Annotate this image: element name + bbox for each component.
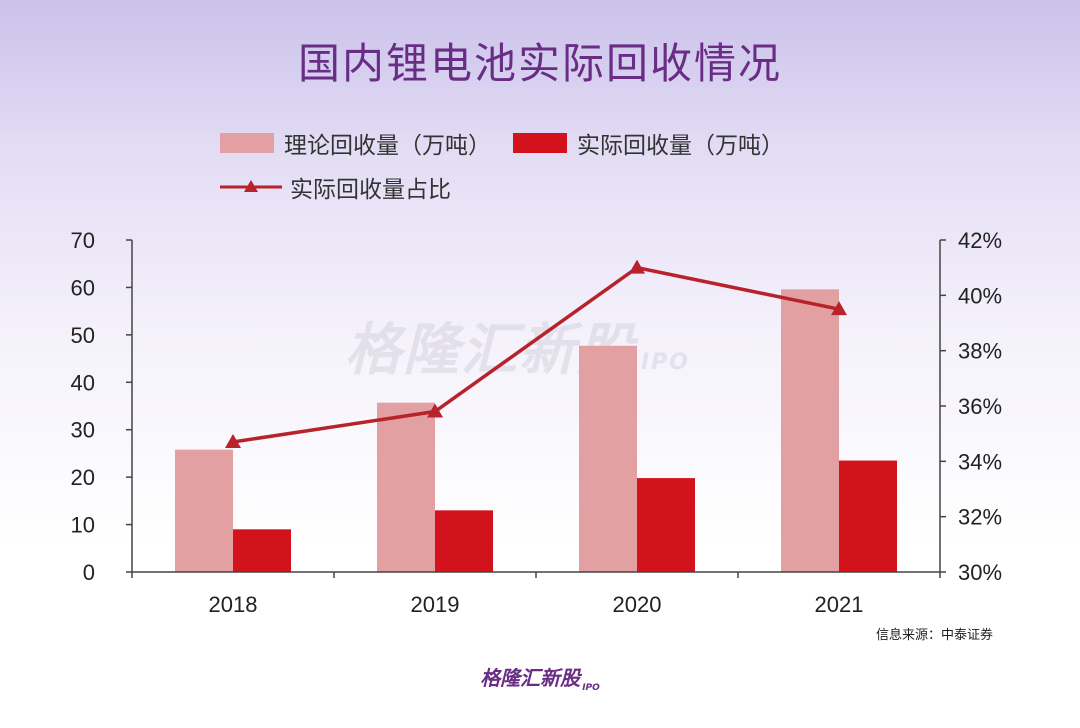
x-tick-label: 2018 — [209, 592, 258, 617]
source-note: 信息来源：中泰证券 — [876, 628, 994, 643]
y-tick-label-right: 38% — [958, 339, 1002, 364]
y-tick-label-right: 30% — [958, 560, 1002, 585]
y-tick-label-right: 32% — [958, 505, 1002, 530]
legend-label-ratio: 实际回收量占比 — [290, 177, 451, 203]
legend-label-actual: 实际回收量（万吨） — [577, 133, 784, 159]
legend-item-actual: 实际回收量（万吨） — [513, 126, 784, 160]
footer-logo: 格隆汇新股 IPO — [0, 662, 1080, 693]
bar-actual-2019 — [435, 510, 493, 572]
bar-theory-2020 — [579, 345, 637, 572]
bar-actual-2018 — [233, 529, 291, 572]
y-tick-label-left: 40 — [71, 370, 95, 395]
legend: 理论回收量（万吨） 实际回收量（万吨） 实际回收量占比 — [220, 126, 806, 204]
bar-actual-2020 — [637, 478, 695, 572]
footer-logo-text: 格隆汇新股 — [480, 666, 581, 690]
ratio-point-2021 — [831, 301, 847, 316]
x-tick-label: 2021 — [815, 592, 864, 617]
y-tick-label-left: 50 — [71, 323, 95, 348]
legend-label-theory: 理论回收量（万吨） — [284, 133, 491, 159]
legend-line-marker — [220, 180, 282, 192]
x-tick-label: 2020 — [613, 592, 662, 617]
bar-theory-2021 — [781, 289, 839, 572]
chart-title: 国内锂电池实际回收情况 — [297, 39, 782, 88]
legend-item-theory: 理论回收量（万吨） — [220, 126, 491, 160]
ratio-line — [232, 265, 840, 444]
y-tick-label-left: 20 — [71, 465, 95, 490]
legend-swatch-actual — [513, 133, 567, 153]
y-tick-label-left: 10 — [71, 513, 95, 538]
y-tick-label-right: 34% — [958, 449, 1002, 474]
ratio-point-2019 — [427, 403, 443, 418]
bar-theory-2019 — [377, 402, 435, 572]
y-tick-label-right: 42% — [958, 228, 1002, 253]
bar-actual-2021 — [839, 460, 897, 572]
x-tick-label: 2019 — [411, 592, 460, 617]
legend-swatch-theory — [220, 133, 274, 153]
ratio-point-2018 — [225, 433, 241, 448]
y-tick-label-left: 70 — [71, 228, 95, 253]
y-tick-label-left: 60 — [71, 275, 95, 300]
legend-item-ratio: 实际回收量占比 — [220, 170, 451, 204]
y-tick-label-right: 40% — [958, 283, 1002, 308]
footer-logo-sub: IPO — [582, 683, 600, 693]
ratio-point-2020 — [629, 259, 645, 274]
y-tick-label-left: 0 — [83, 560, 95, 585]
y-tick-label-left: 30 — [71, 418, 95, 443]
bar-theory-2018 — [175, 449, 233, 572]
y-tick-label-right: 36% — [958, 394, 1002, 419]
